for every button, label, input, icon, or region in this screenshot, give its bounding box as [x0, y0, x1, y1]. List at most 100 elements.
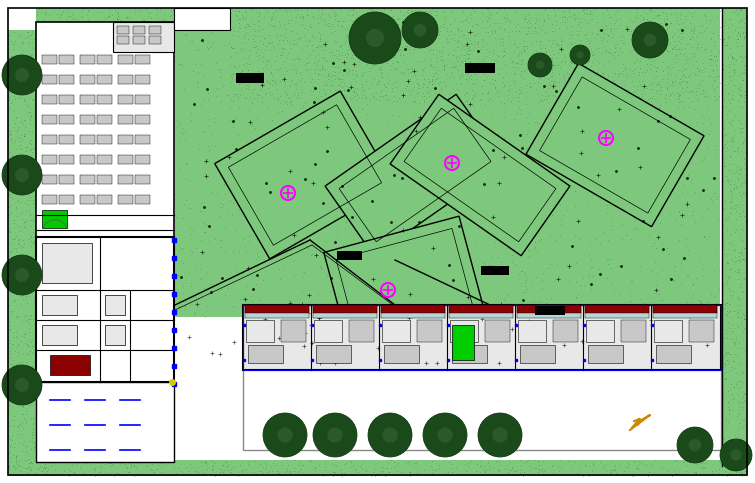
Point — [737, 398, 749, 406]
Point — [495, 19, 507, 27]
Point — [444, 89, 456, 97]
Point — [212, 84, 224, 92]
Point — [722, 403, 734, 411]
Point — [279, 194, 291, 201]
Point — [319, 90, 331, 98]
Point — [723, 359, 735, 367]
Point — [522, 14, 535, 22]
Point — [581, 440, 593, 448]
Point — [465, 40, 477, 47]
Point — [655, 83, 667, 91]
Point — [698, 306, 710, 313]
Point — [179, 135, 191, 143]
Point — [737, 368, 749, 375]
Point — [356, 28, 368, 36]
Bar — [117, 26, 129, 34]
Bar — [722, 8, 747, 466]
Circle shape — [5, 274, 23, 292]
Circle shape — [412, 12, 428, 28]
Point — [581, 34, 593, 42]
Point — [7, 45, 19, 53]
Point — [500, 9, 512, 17]
Point — [252, 8, 264, 16]
Point — [661, 46, 673, 54]
Point — [521, 64, 533, 72]
Point — [172, 12, 184, 20]
Point — [256, 434, 268, 442]
Point — [522, 10, 535, 17]
Point — [501, 392, 513, 399]
Point — [661, 190, 673, 198]
Point — [445, 279, 458, 287]
Point — [29, 384, 41, 391]
Point — [296, 74, 308, 82]
Point — [381, 401, 393, 409]
Point — [251, 415, 263, 423]
Point — [273, 36, 285, 43]
Point — [25, 140, 37, 148]
Point — [273, 444, 285, 452]
Point — [429, 70, 441, 77]
Point — [711, 94, 723, 102]
Point — [504, 85, 516, 93]
Point — [22, 450, 34, 457]
Point — [600, 47, 612, 55]
Point — [732, 109, 744, 117]
Point — [279, 436, 291, 443]
Point — [128, 461, 140, 469]
Point — [573, 71, 585, 79]
Point — [684, 405, 696, 412]
Point — [507, 465, 519, 473]
Point — [199, 458, 211, 466]
Point — [633, 28, 646, 35]
Point — [484, 435, 496, 442]
Circle shape — [414, 24, 427, 36]
Point — [8, 180, 20, 188]
Point — [506, 383, 518, 390]
Point — [7, 356, 19, 364]
Point — [532, 10, 544, 18]
Point — [562, 69, 574, 76]
Point — [381, 84, 393, 91]
Point — [616, 471, 628, 479]
Point — [344, 128, 356, 136]
Point — [411, 391, 424, 399]
Point — [452, 470, 464, 478]
Point — [515, 421, 527, 429]
Point — [421, 83, 433, 91]
Point — [710, 246, 722, 254]
Circle shape — [5, 158, 23, 176]
Point — [498, 14, 510, 22]
Point — [630, 127, 642, 134]
Point — [409, 406, 421, 413]
Point — [233, 19, 245, 27]
Point — [540, 95, 552, 103]
Point — [444, 222, 456, 229]
Point — [649, 30, 661, 38]
Point — [328, 407, 340, 414]
Point — [610, 469, 622, 476]
Point — [4, 383, 16, 391]
Point — [507, 94, 519, 102]
Point — [728, 222, 740, 229]
Point — [10, 164, 22, 172]
Point — [720, 376, 732, 384]
Bar — [97, 115, 112, 124]
Point — [607, 77, 619, 85]
Point — [22, 315, 34, 323]
Point — [204, 15, 216, 23]
Point — [15, 75, 27, 83]
Point — [2, 280, 14, 287]
Point — [664, 210, 676, 218]
Point — [627, 27, 639, 35]
Point — [597, 69, 609, 76]
Point — [169, 191, 181, 199]
Point — [553, 96, 565, 103]
Point — [473, 420, 485, 428]
Point — [727, 139, 739, 146]
Point — [739, 445, 751, 453]
Point — [270, 436, 282, 443]
Point — [242, 85, 254, 93]
Point — [285, 251, 297, 259]
Point — [398, 91, 410, 99]
